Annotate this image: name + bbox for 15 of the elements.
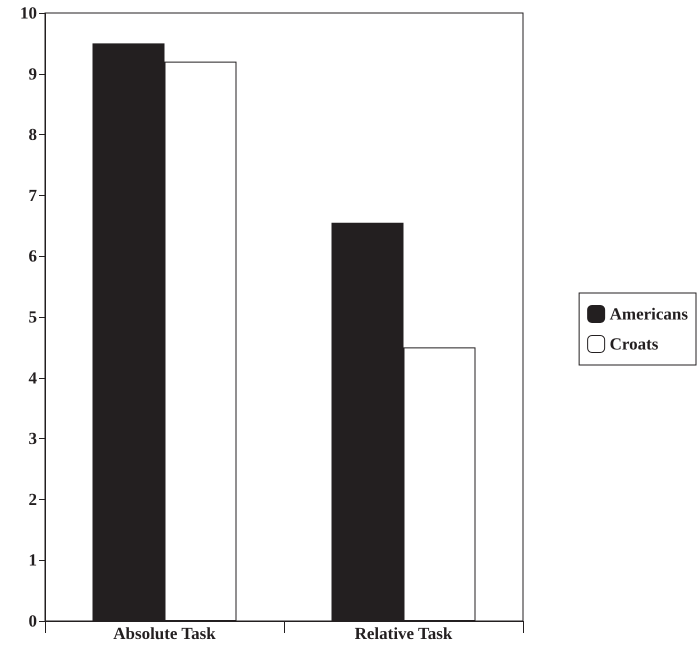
legend-label: Americans bbox=[610, 304, 688, 324]
y-tick-label: 2 bbox=[28, 490, 37, 509]
legend-label: Croats bbox=[610, 334, 659, 354]
y-tick-label: 1 bbox=[28, 550, 37, 570]
y-tick-label: 6 bbox=[28, 246, 37, 266]
y-tick-label: 5 bbox=[28, 308, 37, 326]
y-tick-label: 7 bbox=[28, 186, 38, 205]
y-tick-label: 4 bbox=[28, 368, 38, 388]
y-tick-label: 0 bbox=[28, 612, 37, 630]
y-tick-label: 3 bbox=[28, 429, 37, 448]
y-tick-label: 10 bbox=[20, 4, 37, 22]
x-tick-label: Absolute Task bbox=[113, 624, 216, 643]
y-tick-label: 9 bbox=[28, 64, 37, 84]
x-tick-label: Relative Task bbox=[354, 624, 453, 643]
y-tick-label: 8 bbox=[28, 125, 37, 144]
